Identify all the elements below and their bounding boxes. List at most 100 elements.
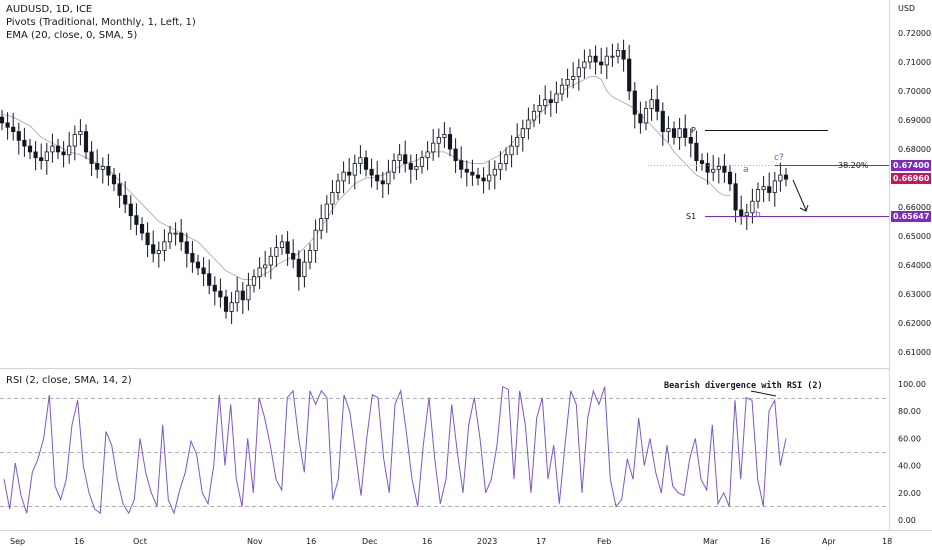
candle-body [694, 142, 699, 161]
candle-body [11, 126, 16, 132]
candle-body [67, 145, 72, 156]
rsi-tick-label: 20.00 [898, 489, 921, 498]
divergence-label: Bearish divergence with RSI (2) [664, 380, 823, 391]
candle-body [128, 203, 133, 217]
candle-body [733, 183, 738, 211]
candle-body [61, 151, 66, 156]
candle-body [503, 154, 509, 164]
currency-label: USD [898, 4, 915, 13]
fib-label: 38.20% [838, 161, 869, 170]
candle-body [179, 232, 184, 243]
candle-body [487, 174, 492, 182]
candle-body [319, 218, 324, 231]
candle-body [134, 215, 139, 225]
candle-body [95, 163, 100, 170]
candle-body [543, 99, 548, 106]
candle-body [498, 163, 503, 170]
candle-body [246, 284, 251, 301]
rsi-tick-label: 0.00 [898, 516, 916, 525]
candle-body [453, 148, 458, 162]
candle-body [341, 171, 346, 182]
candle-body [403, 154, 408, 164]
time-tick-label: 16 [422, 537, 432, 546]
candle-body [683, 128, 688, 138]
candle-body [296, 258, 301, 278]
time-tick-label: 16 [74, 537, 84, 546]
candle-body [380, 180, 385, 185]
candle-body [660, 110, 665, 133]
candle-body [302, 261, 307, 278]
candle-body [649, 99, 654, 109]
candle-body [162, 241, 167, 251]
candle-body [16, 131, 21, 141]
candle-body [397, 154, 402, 162]
candles [0, 39, 789, 324]
pivot-s1-label: S1 [686, 212, 696, 221]
candle-body [666, 128, 671, 132]
candle-body [688, 136, 693, 144]
candle-body [33, 151, 38, 159]
time-tick-label: Mar [703, 537, 719, 546]
price-tick-label: 0.61000 [898, 348, 931, 357]
candle-body [554, 93, 559, 104]
pivot-p-label: P [691, 126, 696, 135]
candle-body [699, 160, 705, 164]
candle-body [531, 110, 537, 121]
time-tick-label: Sep [10, 537, 25, 546]
candle-body [50, 145, 55, 153]
candle-body [83, 131, 89, 153]
candle-body [638, 113, 643, 124]
candle-body [772, 180, 777, 193]
price-tick-label: 0.71000 [898, 58, 931, 67]
candle-body [414, 165, 419, 170]
candle-body [632, 90, 637, 115]
price-tag-fib: 0.67400 [891, 160, 931, 171]
candle-body [677, 128, 682, 138]
candle-body [599, 61, 604, 66]
candle-body [425, 151, 430, 159]
candle-body [419, 157, 425, 167]
price-tick-label: 0.69000 [898, 116, 931, 125]
candle-body [106, 165, 111, 176]
price-tick-label: 0.63000 [898, 290, 931, 299]
candle-body [515, 136, 520, 147]
candle-body [235, 290, 240, 304]
price-tick-label: 0.72000 [898, 29, 931, 38]
candle-body [716, 165, 721, 170]
candle-body [285, 241, 290, 254]
candle-body [475, 174, 481, 179]
candle-body [229, 302, 234, 312]
candle-body [778, 174, 783, 182]
candle-body [207, 273, 212, 286]
candle-body [548, 99, 553, 103]
candle-body [610, 55, 615, 58]
candle-body [386, 171, 391, 185]
candle-body [621, 50, 626, 60]
candle-body [565, 79, 570, 86]
candle-body [330, 192, 335, 205]
time-tick-label: 16 [306, 537, 316, 546]
candle-body [375, 174, 380, 182]
candle-body [604, 55, 609, 66]
candle-body [459, 160, 464, 170]
candle-body [464, 168, 469, 173]
legend-symbol: AUDUSD, 1D, ICE [6, 4, 93, 15]
candle-body [263, 264, 268, 269]
legend-pivots: Pivots (Traditional, Monthly, 1, Left, 1… [6, 17, 196, 28]
candle-body [39, 157, 44, 161]
rsi-tick-label: 80.00 [898, 407, 921, 416]
candle-body [89, 151, 94, 164]
candle-body [240, 290, 245, 301]
candle-body [307, 250, 313, 263]
time-tick-label: Apr [822, 537, 837, 546]
candle-body [722, 165, 727, 173]
candle-body [358, 157, 363, 164]
candle-body [268, 255, 273, 266]
candle-body [195, 261, 201, 269]
candle-body [470, 171, 475, 176]
candle-body [761, 186, 766, 190]
candle-body [671, 128, 677, 138]
candle-body [576, 67, 581, 77]
candle-body [447, 134, 453, 150]
candle-body [655, 99, 660, 112]
